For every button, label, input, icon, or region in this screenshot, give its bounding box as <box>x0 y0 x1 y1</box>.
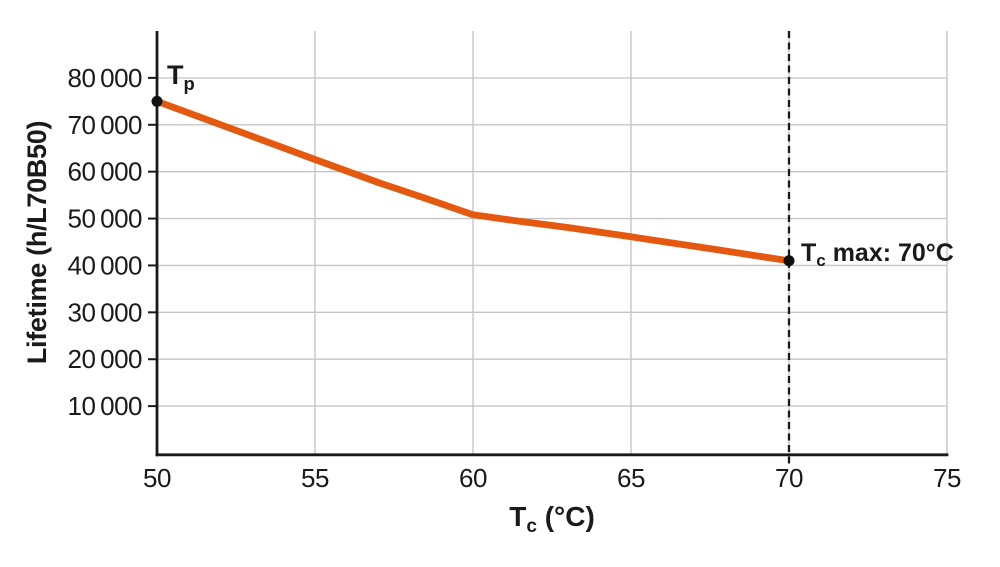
x-tick-label: 75 <box>933 463 961 493</box>
x-tick-label: 70 <box>775 463 803 493</box>
y-tick-label: 40 000 <box>67 250 142 280</box>
tc-max-annotation-rest: max: 70°C <box>825 239 954 267</box>
tp-annotation: Tp <box>167 60 195 93</box>
tp-annotation-subscript: p <box>183 72 195 94</box>
data-point-marker <box>151 95 163 107</box>
y-tick-label: 60 000 <box>67 157 142 187</box>
y-tick-label: 50 000 <box>67 204 142 234</box>
data-point-marker <box>783 255 795 267</box>
x-axis-title-unit: (°C) <box>536 501 595 532</box>
x-axis-title: Tc (°C) <box>157 501 947 537</box>
tc-max-annotation-subscript: c <box>816 251 826 271</box>
tc-max-annotation: Tc max: 70°C <box>801 239 954 270</box>
x-tick-label: 60 <box>459 463 487 493</box>
x-tick-label: 55 <box>301 463 329 493</box>
tp-annotation-main: T <box>167 60 184 90</box>
x-axis-title-subscript: c <box>526 515 537 537</box>
lifetime-curve <box>153 97 793 265</box>
y-tick-label: 30 000 <box>67 297 142 327</box>
y-tick-label: 70 000 <box>67 110 142 140</box>
y-tick-label: 80 000 <box>67 63 142 93</box>
y-tick-label: 10 000 <box>67 391 142 421</box>
tc-max-annotation-main: T <box>801 239 817 267</box>
x-tick-label: 50 <box>143 463 171 493</box>
x-tick-label: 65 <box>617 463 645 493</box>
x-axis-title-main: T <box>509 501 527 532</box>
y-tick-label: 20 000 <box>67 344 142 374</box>
